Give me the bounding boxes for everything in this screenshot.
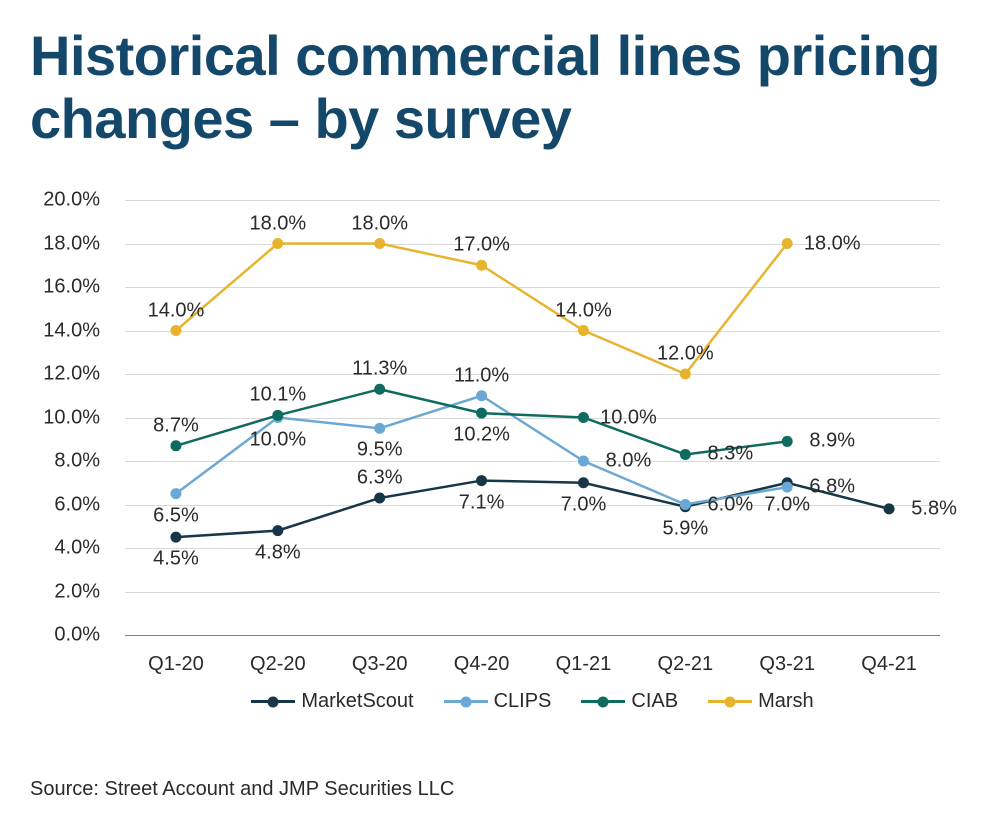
legend-swatch-line: [444, 700, 488, 703]
series-marker-clips: [170, 488, 181, 499]
series-marker-clips: [782, 482, 793, 493]
series-marker-clips: [578, 456, 589, 467]
legend-label: MarketScout: [301, 690, 413, 713]
x-tick-label: Q1-21: [556, 653, 612, 676]
x-tick-label: Q1-20: [148, 653, 204, 676]
series-marker-ciab: [170, 440, 181, 451]
legend-swatch-dot: [725, 696, 736, 707]
legend-item-ciab: CIAB: [581, 690, 678, 713]
series-marker-marsh: [578, 325, 589, 336]
series-marker-marsh: [374, 238, 385, 249]
x-tick-label: Q4-21: [861, 653, 917, 676]
series-marker-marketscout: [374, 492, 385, 503]
legend-label: CIAB: [631, 690, 678, 713]
series-marker-ciab: [374, 384, 385, 395]
series-marker-marsh: [272, 238, 283, 249]
series-marker-clips: [680, 499, 691, 510]
chart-title: Historical commercial lines pricing chan…: [30, 25, 951, 150]
series-marker-clips: [476, 390, 487, 401]
series-marker-marsh: [170, 325, 181, 336]
series-marker-marketscout: [884, 503, 895, 514]
legend-swatch-line: [581, 700, 625, 703]
x-tick-label: Q2-21: [658, 653, 714, 676]
series-marker-ciab: [680, 449, 691, 460]
series-marker-marketscout: [272, 525, 283, 536]
legend-item-marketscout: MarketScout: [251, 690, 413, 713]
legend-item-marsh: Marsh: [708, 690, 814, 713]
series-marker-ciab: [476, 408, 487, 419]
series-marker-marsh: [476, 260, 487, 271]
series-marker-ciab: [272, 410, 283, 421]
series-marker-marsh: [680, 369, 691, 380]
legend-label: CLIPS: [494, 690, 552, 713]
series-marker-marketscout: [578, 477, 589, 488]
legend-swatch-line: [251, 700, 295, 703]
legend-swatch-dot: [598, 696, 609, 707]
series-marker-clips: [374, 423, 385, 434]
series-marker-ciab: [782, 436, 793, 447]
x-tick-label: Q3-20: [352, 653, 408, 676]
plot-svg: [30, 200, 981, 637]
x-tick-label: Q3-21: [759, 653, 815, 676]
series-marker-marketscout: [170, 532, 181, 543]
legend-label: Marsh: [758, 690, 814, 713]
legend-swatch-line: [708, 700, 752, 703]
legend: MarketScout CLIPS CIAB Marsh: [125, 690, 940, 713]
chart-area: 0.0%2.0%4.0%6.0%8.0%10.0%12.0%14.0%16.0%…: [30, 200, 950, 730]
source-attribution: Source: Street Account and JMP Securitie…: [30, 778, 454, 801]
series-marker-ciab: [578, 412, 589, 423]
series-marker-marketscout: [476, 475, 487, 486]
legend-swatch-dot: [460, 696, 471, 707]
legend-item-clips: CLIPS: [444, 690, 552, 713]
series-marker-marsh: [782, 238, 793, 249]
x-tick-label: Q2-20: [250, 653, 306, 676]
x-tick-label: Q4-20: [454, 653, 510, 676]
legend-swatch-dot: [268, 696, 279, 707]
